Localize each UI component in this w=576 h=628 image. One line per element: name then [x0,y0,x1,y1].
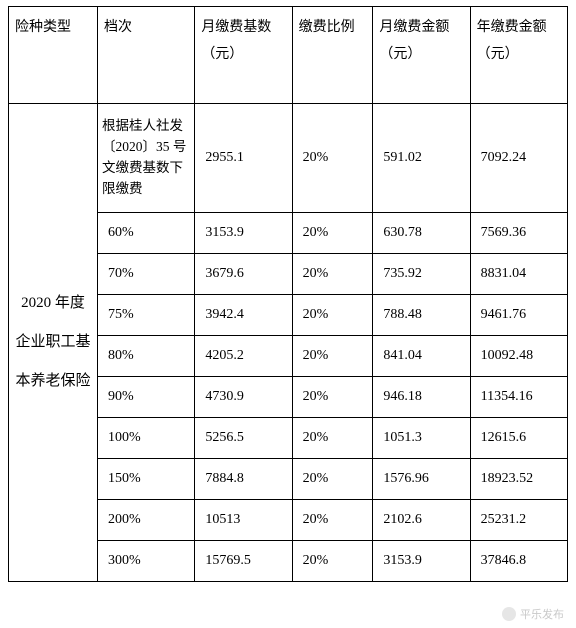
monthly-base-cell: 3679.6 [195,254,292,295]
insurance-type-cell: 2020 年度企业职工基本养老保险 [9,104,98,582]
source-label: 平乐发布 [520,606,564,622]
annual-amt-cell: 9461.76 [470,295,567,336]
monthly-base-cell: 5256.5 [195,418,292,459]
tier-cell: 300% [98,541,195,582]
rate-cell: 20% [292,213,373,254]
tier-cell: 70% [98,254,195,295]
monthly-base-cell: 10513 [195,500,292,541]
monthly-base-cell: 15769.5 [195,541,292,582]
annual-amt-cell: 10092.48 [470,336,567,377]
monthly-base-cell: 3942.4 [195,295,292,336]
tier-cell: 200% [98,500,195,541]
contribution-table: 险种类型 档次 月缴费基数（元） 缴费比例 月缴费金额（元） 年缴费金额（元） … [8,6,568,582]
tier-cell: 根据桂人社发〔2020〕35 号文缴费基数下限缴费 [98,104,195,213]
annual-amt-cell: 18923.52 [470,459,567,500]
annual-amt-cell: 11354.16 [470,377,567,418]
rate-cell: 20% [292,104,373,213]
col-monthly-amount: 月缴费金额（元） [373,7,470,104]
monthly-amt-cell: 735.92 [373,254,470,295]
table-body: 2020 年度企业职工基本养老保险 根据桂人社发〔2020〕35 号文缴费基数下… [9,104,568,582]
tier-cell: 100% [98,418,195,459]
rate-cell: 20% [292,254,373,295]
tier-cell: 80% [98,336,195,377]
annual-amt-cell: 25231.2 [470,500,567,541]
col-insurance-type: 险种类型 [9,7,98,104]
tier-cell: 75% [98,295,195,336]
monthly-amt-cell: 591.02 [373,104,470,213]
rate-cell: 20% [292,418,373,459]
monthly-amt-cell: 946.18 [373,377,470,418]
col-annual-amount: 年缴费金额（元） [470,7,567,104]
monthly-amt-cell: 630.78 [373,213,470,254]
table-row: 2020 年度企业职工基本养老保险 根据桂人社发〔2020〕35 号文缴费基数下… [9,104,568,213]
source-icon [502,607,516,621]
monthly-amt-cell: 2102.6 [373,500,470,541]
col-tier: 档次 [98,7,195,104]
table-header: 险种类型 档次 月缴费基数（元） 缴费比例 月缴费金额（元） 年缴费金额（元） [9,7,568,104]
monthly-amt-cell: 1051.3 [373,418,470,459]
table-container: 险种类型 档次 月缴费基数（元） 缴费比例 月缴费金额（元） 年缴费金额（元） … [0,0,576,582]
col-rate: 缴费比例 [292,7,373,104]
tier-cell: 150% [98,459,195,500]
rate-cell: 20% [292,541,373,582]
rate-cell: 20% [292,295,373,336]
annual-amt-cell: 12615.6 [470,418,567,459]
monthly-base-cell: 7884.8 [195,459,292,500]
rate-cell: 20% [292,336,373,377]
annual-amt-cell: 37846.8 [470,541,567,582]
monthly-amt-cell: 841.04 [373,336,470,377]
monthly-base-cell: 4730.9 [195,377,292,418]
tier-cell: 90% [98,377,195,418]
annual-amt-cell: 7092.24 [470,104,567,213]
monthly-amt-cell: 3153.9 [373,541,470,582]
rate-cell: 20% [292,459,373,500]
annual-amt-cell: 7569.36 [470,213,567,254]
tier-cell: 60% [98,213,195,254]
col-monthly-base: 月缴费基数（元） [195,7,292,104]
monthly-amt-cell: 788.48 [373,295,470,336]
monthly-base-cell: 4205.2 [195,336,292,377]
annual-amt-cell: 8831.04 [470,254,567,295]
monthly-base-cell: 3153.9 [195,213,292,254]
monthly-base-cell: 2955.1 [195,104,292,213]
monthly-amt-cell: 1576.96 [373,459,470,500]
rate-cell: 20% [292,377,373,418]
rate-cell: 20% [292,500,373,541]
source-footer: 平乐发布 [502,606,564,622]
